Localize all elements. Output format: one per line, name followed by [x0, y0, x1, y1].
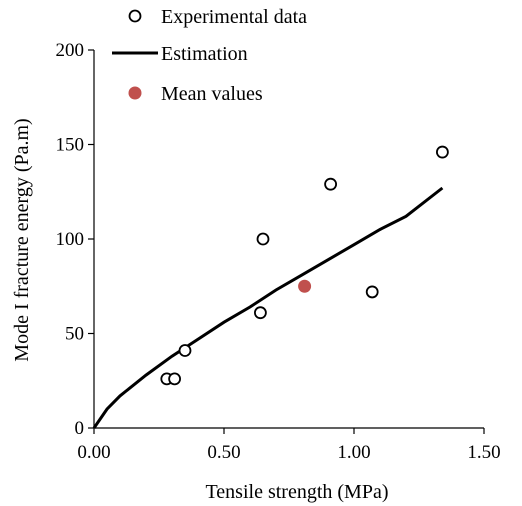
- y-tick-label: 200: [56, 40, 85, 61]
- x-axis-title: Tensile strength (MPa): [205, 481, 388, 503]
- legend-label: Estimation: [161, 43, 248, 65]
- experimental-data-point: [256, 232, 270, 246]
- experimental-data-point: [253, 306, 267, 320]
- experimental-data-point: [435, 145, 449, 159]
- mean-value-point: [298, 279, 312, 293]
- y-axis-title: Mode I fracture energy (Pa.m): [11, 118, 33, 361]
- y-tick-label: 0: [75, 418, 85, 439]
- y-tick-label: 50: [65, 324, 84, 345]
- x-tick-label: 0.00: [77, 442, 110, 463]
- legend: Experimental data Estimation Mean values: [112, 6, 307, 105]
- x-tick-label: 1.50: [467, 442, 500, 463]
- y-tick-label: 100: [56, 229, 85, 250]
- axes: 0 50 100 150 200 0.00 0.50 1.00 1.50: [56, 40, 501, 463]
- y-tick-label: 150: [56, 135, 85, 156]
- estimation-line: [92, 186, 444, 429]
- x-tick-label: 1.00: [337, 442, 370, 463]
- legend-swatch-mean: [128, 86, 142, 100]
- legend-label: Experimental data: [161, 6, 307, 28]
- experimental-data-point: [178, 344, 192, 357]
- experimental-data-point: [365, 285, 379, 299]
- legend-swatch-experimental: [128, 9, 142, 23]
- legend-label: Mean values: [161, 83, 263, 105]
- experimental-data-point: [168, 372, 182, 386]
- experimental-data-point: [324, 177, 338, 191]
- series-layer: [92, 145, 449, 429]
- x-tick-label: 0.50: [207, 442, 240, 463]
